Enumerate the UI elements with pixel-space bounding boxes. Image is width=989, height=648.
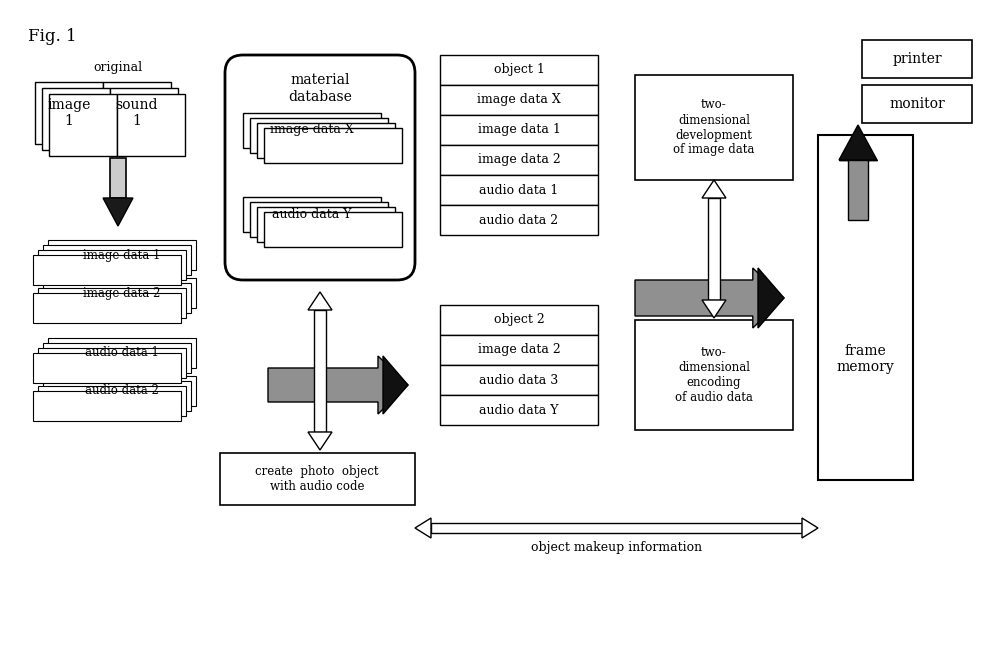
Text: object 2: object 2	[494, 314, 544, 327]
Bar	[440, 115, 598, 145]
Bar	[250, 202, 388, 237]
Bar	[635, 320, 793, 430]
Text: frame
memory: frame memory	[837, 344, 894, 375]
Bar	[440, 205, 598, 235]
Bar	[257, 207, 395, 242]
FancyArrow shape	[839, 160, 877, 220]
Bar	[862, 40, 972, 78]
Bar	[48, 278, 196, 308]
Bar	[48, 376, 196, 406]
Bar	[49, 94, 117, 156]
Bar	[48, 338, 196, 368]
Bar	[243, 197, 381, 232]
Text: two-
dimensional
development
of image data: two- dimensional development of image da…	[674, 98, 755, 157]
Bar	[43, 381, 191, 411]
Text: image data 1: image data 1	[83, 248, 160, 262]
Text: image data X: image data X	[270, 124, 354, 137]
FancyArrow shape	[110, 158, 126, 198]
Bar	[42, 88, 110, 150]
Bar	[635, 75, 793, 180]
Text: image data 1: image data 1	[478, 124, 561, 137]
Bar	[43, 343, 191, 373]
Text: object 1: object 1	[494, 64, 544, 76]
Text: image data 2: image data 2	[478, 154, 561, 167]
Text: monitor: monitor	[889, 97, 944, 111]
Polygon shape	[308, 432, 332, 450]
Bar	[103, 82, 171, 144]
Text: audio data 2: audio data 2	[85, 384, 159, 397]
Text: audio data 3: audio data 3	[480, 373, 559, 386]
Bar	[33, 255, 181, 285]
Bar	[264, 128, 402, 163]
Bar	[48, 240, 196, 270]
FancyArrow shape	[103, 198, 133, 226]
Bar	[38, 288, 186, 318]
Text: sound
1: sound 1	[116, 98, 158, 128]
FancyArrow shape	[758, 268, 784, 328]
FancyArrow shape	[268, 356, 408, 414]
Text: printer: printer	[892, 52, 942, 66]
Bar	[440, 85, 598, 115]
Text: image data 2: image data 2	[478, 343, 561, 356]
Bar	[35, 82, 103, 144]
Bar	[117, 94, 185, 156]
Bar	[33, 353, 181, 383]
Bar	[38, 386, 186, 416]
Text: object makeup information: object makeup information	[531, 542, 702, 555]
Text: audio data Y: audio data Y	[272, 207, 352, 220]
Bar	[110, 88, 178, 150]
Text: audio data Y: audio data Y	[480, 404, 559, 417]
Bar	[38, 348, 186, 378]
Polygon shape	[802, 518, 818, 538]
Text: image data 2: image data 2	[83, 286, 160, 299]
Bar	[440, 175, 598, 205]
Bar	[257, 123, 395, 158]
FancyArrow shape	[839, 125, 877, 160]
Text: two-
dimensional
encoding
of audio data: two- dimensional encoding of audio data	[675, 346, 753, 404]
Bar	[431, 523, 802, 533]
Bar	[440, 365, 598, 395]
Bar	[440, 335, 598, 365]
Text: image
1: image 1	[47, 98, 91, 128]
FancyBboxPatch shape	[225, 55, 415, 280]
Text: audio data 1: audio data 1	[480, 183, 559, 196]
Polygon shape	[308, 292, 332, 310]
Text: database: database	[288, 90, 352, 104]
Bar	[862, 85, 972, 123]
Text: Fig. 1: Fig. 1	[28, 28, 76, 45]
Polygon shape	[702, 300, 726, 318]
Text: audio data 1: audio data 1	[85, 347, 159, 360]
FancyArrow shape	[635, 268, 784, 328]
Bar	[250, 118, 388, 153]
Bar	[440, 395, 598, 425]
Bar	[708, 198, 720, 300]
Bar	[440, 305, 598, 335]
Polygon shape	[702, 180, 726, 198]
FancyArrow shape	[383, 356, 408, 414]
Bar	[33, 293, 181, 323]
Bar	[220, 453, 415, 505]
Text: material: material	[290, 73, 350, 87]
Bar	[818, 135, 913, 480]
Text: create  photo  object
with audio code: create photo object with audio code	[255, 465, 379, 493]
Text: original: original	[93, 62, 142, 75]
Polygon shape	[415, 518, 431, 538]
Bar	[243, 113, 381, 148]
Bar	[43, 283, 191, 313]
Bar	[440, 55, 598, 85]
Bar	[43, 245, 191, 275]
Text: audio data 2: audio data 2	[480, 213, 559, 227]
Bar	[314, 310, 326, 432]
Bar	[264, 212, 402, 247]
Bar	[440, 145, 598, 175]
Bar	[33, 391, 181, 421]
Text: image data X: image data X	[477, 93, 561, 106]
Bar	[38, 250, 186, 280]
